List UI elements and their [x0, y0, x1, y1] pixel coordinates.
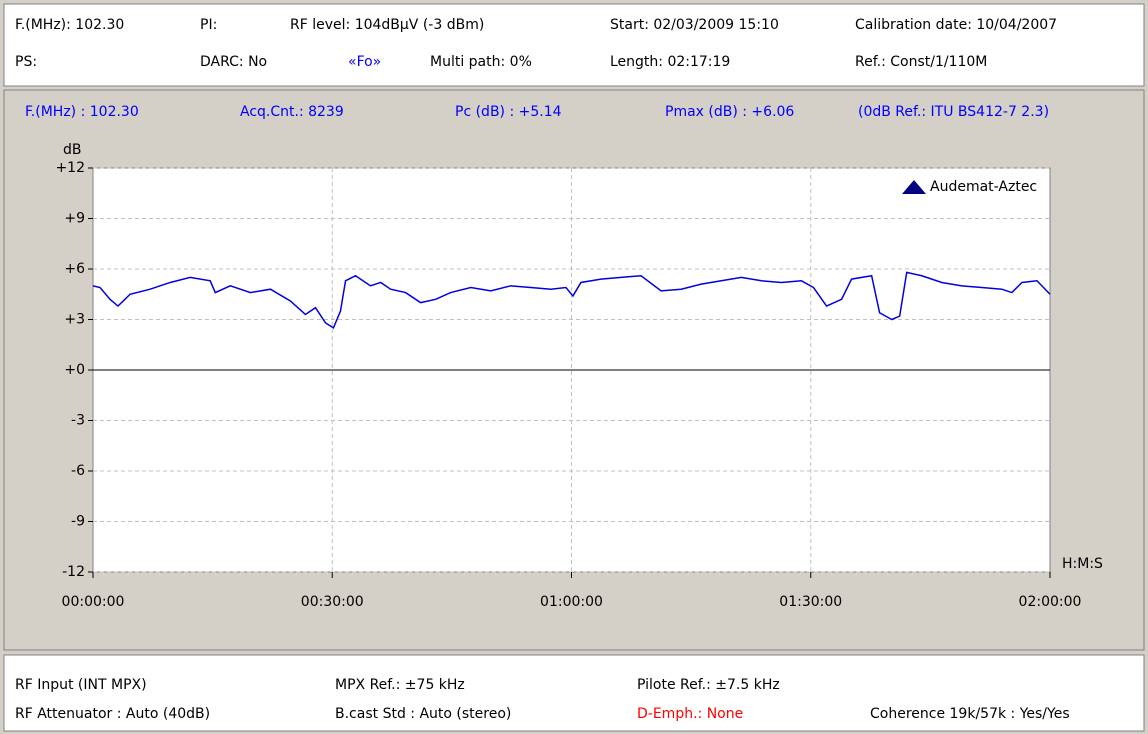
- footer-field: MPX Ref.: ±75 kHz: [335, 677, 465, 693]
- y-tick-label: -9: [71, 514, 85, 530]
- y-tick-label: +0: [64, 362, 85, 378]
- header-field: «Fo»: [348, 54, 381, 70]
- header-field: F.(MHz): 102.30: [15, 17, 124, 33]
- header-field: PS:: [15, 54, 37, 70]
- y-axis-label: dB: [63, 142, 82, 158]
- y-tick-label: +12: [55, 160, 85, 176]
- x-tick-label: 01:30:00: [779, 594, 842, 610]
- header-field: PI:: [200, 17, 217, 33]
- x-axis-label: H:M:S: [1062, 556, 1103, 572]
- header-field: Start: 02/03/2009 15:10: [610, 17, 779, 33]
- footer-panel: [3, 654, 1145, 732]
- x-tick-label: 02:00:00: [1019, 594, 1082, 610]
- header-field: Length: 02:17:19: [610, 54, 730, 70]
- x-tick-label: 01:00:00: [540, 594, 603, 610]
- info-field: F.(MHz) : 102.30: [25, 104, 139, 120]
- logo-icon: [902, 180, 926, 194]
- y-tick-label: +3: [64, 312, 85, 328]
- y-tick-label: -12: [62, 564, 85, 580]
- info-field: Acq.Cnt.: 8239: [240, 104, 344, 120]
- footer-field: B.cast Std : Auto (stereo): [335, 706, 511, 722]
- y-tick-label: +6: [64, 261, 85, 277]
- logo: Audemat-Aztec: [930, 179, 1037, 195]
- x-tick-label: 00:30:00: [301, 594, 364, 610]
- line: [92, 271, 1051, 330]
- header-panel: [3, 3, 1145, 87]
- header-field: RF level: 104dBµV (-3 dBm): [290, 17, 484, 33]
- y-tick-label: -6: [71, 463, 85, 479]
- footer-field: RF Attenuator : Auto (40dB): [15, 706, 210, 722]
- header-field: Calibration date: 10/04/2007: [855, 17, 1057, 33]
- y-tick-label: -3: [71, 413, 85, 429]
- header-field: DARC: No: [200, 54, 267, 70]
- info-field: (0dB Ref.: ITU BS412-7 2.3): [858, 104, 1049, 120]
- header-field: Ref.: Const/1/110M: [855, 54, 987, 70]
- x-tick-label: 00:00:00: [62, 594, 125, 610]
- info-field: Pc (dB) : +5.14: [455, 104, 562, 120]
- footer-field: Pilote Ref.: ±7.5 kHz: [637, 677, 780, 693]
- header-field: Multi path: 0%: [430, 54, 532, 70]
- info-field: Pmax (dB) : +6.06: [665, 104, 794, 120]
- footer-field: RF Input (INT MPX): [15, 677, 147, 693]
- y-tick-label: +9: [64, 211, 85, 227]
- footer-field: Coherence 19k/57k : Yes/Yes: [870, 706, 1070, 722]
- footer-field: D-Emph.: None: [637, 706, 743, 722]
